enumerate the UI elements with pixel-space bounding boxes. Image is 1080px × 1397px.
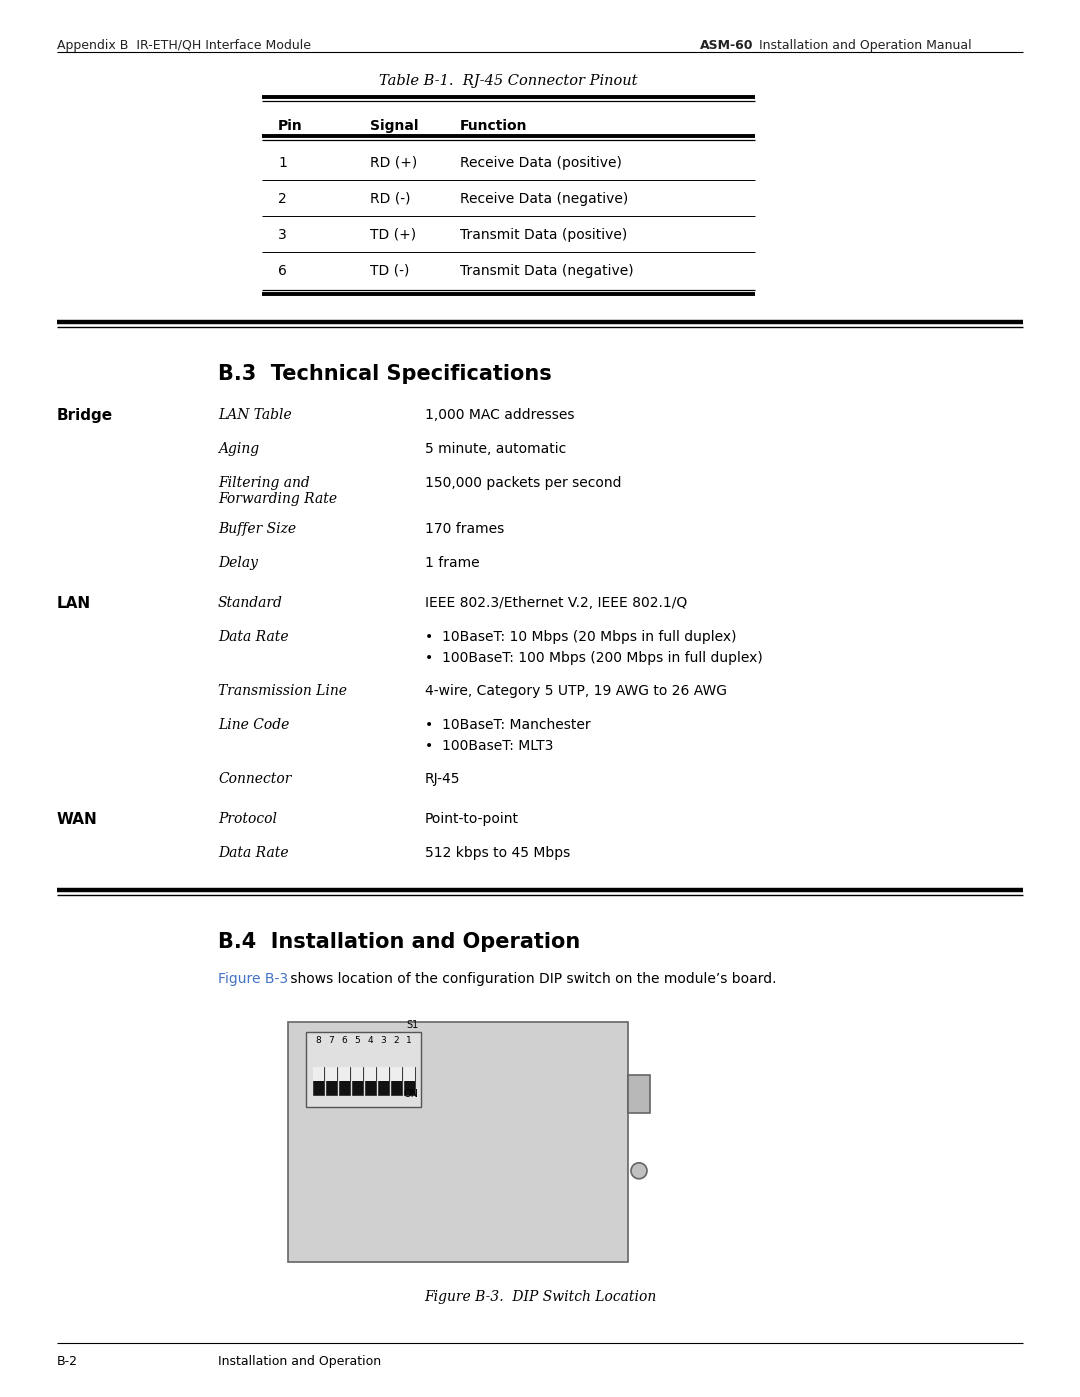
Text: 7: 7 [328, 1037, 334, 1045]
Bar [391, 1067, 402, 1081]
Text: Line Code: Line Code [218, 718, 289, 732]
Bar [306, 1032, 421, 1106]
Bar [365, 1067, 376, 1095]
Text: 6: 6 [341, 1037, 347, 1045]
Text: Appendix B  IR-ETH/QH Interface Module: Appendix B IR-ETH/QH Interface Module [57, 39, 311, 52]
Text: RD (+): RD (+) [370, 156, 417, 170]
Text: Installation and Operation Manual: Installation and Operation Manual [755, 39, 972, 52]
Text: 1: 1 [406, 1037, 411, 1045]
Text: 2: 2 [393, 1037, 399, 1045]
Text: RJ-45: RJ-45 [426, 773, 460, 787]
Text: B.3  Technical Specifications: B.3 Technical Specifications [218, 365, 552, 384]
Text: ASM-60: ASM-60 [700, 39, 754, 52]
Bar [378, 1067, 389, 1081]
Bar [351, 1067, 363, 1081]
Text: Bridge: Bridge [57, 408, 113, 423]
Text: 512 kbps to 45 Mbps: 512 kbps to 45 Mbps [426, 847, 570, 861]
Text: Forwarding Rate: Forwarding Rate [218, 492, 337, 506]
Text: B.4  Installation and Operation: B.4 Installation and Operation [218, 932, 580, 951]
Text: Transmission Line: Transmission Line [218, 685, 347, 698]
Bar [312, 1067, 324, 1095]
Text: Receive Data (negative): Receive Data (negative) [460, 191, 629, 205]
Bar [312, 1067, 324, 1081]
Bar [325, 1067, 337, 1095]
Text: LAN Table: LAN Table [218, 408, 292, 422]
Text: Installation and Operation: Installation and Operation [218, 1355, 381, 1368]
Text: Connector: Connector [218, 773, 292, 787]
Text: Point-to-point: Point-to-point [426, 812, 519, 826]
Text: 1,000 MAC addresses: 1,000 MAC addresses [426, 408, 575, 422]
Text: Pin: Pin [278, 119, 302, 133]
Text: •  100BaseT: 100 Mbps (200 Mbps in full duplex): • 100BaseT: 100 Mbps (200 Mbps in full d… [426, 651, 762, 665]
Text: RD (-): RD (-) [370, 191, 410, 205]
Bar [627, 1076, 650, 1113]
Bar [404, 1067, 415, 1081]
Text: TD (+): TD (+) [370, 228, 416, 242]
Text: 150,000 packets per second: 150,000 packets per second [426, 476, 621, 490]
Text: Buffer Size: Buffer Size [218, 522, 296, 536]
Text: Function: Function [460, 119, 527, 133]
Text: •  10BaseT: 10 Mbps (20 Mbps in full duplex): • 10BaseT: 10 Mbps (20 Mbps in full dupl… [426, 630, 737, 644]
Bar [288, 1023, 627, 1261]
Circle shape [631, 1162, 647, 1179]
Text: 1 frame: 1 frame [426, 556, 480, 570]
Text: 8: 8 [315, 1037, 321, 1045]
Text: Data Rate: Data Rate [218, 847, 288, 861]
Bar [404, 1067, 415, 1095]
Text: 2: 2 [278, 191, 287, 205]
Text: 5: 5 [354, 1037, 360, 1045]
Text: 1: 1 [278, 156, 287, 170]
Bar [351, 1067, 363, 1095]
Text: WAN: WAN [57, 812, 98, 827]
Text: •  10BaseT: Manchester: • 10BaseT: Manchester [426, 718, 591, 732]
Text: Transmit Data (negative): Transmit Data (negative) [460, 264, 634, 278]
Text: Data Rate: Data Rate [218, 630, 288, 644]
Text: TD (-): TD (-) [370, 264, 409, 278]
Text: Aging: Aging [218, 441, 259, 455]
Text: 170 frames: 170 frames [426, 522, 504, 536]
Text: Transmit Data (positive): Transmit Data (positive) [460, 228, 627, 242]
Text: ON: ON [403, 1090, 418, 1099]
Bar [325, 1067, 337, 1081]
Bar [338, 1067, 350, 1081]
Text: 3: 3 [380, 1037, 386, 1045]
Text: B-2: B-2 [57, 1355, 78, 1368]
Text: Protocol: Protocol [218, 812, 276, 826]
Text: Standard: Standard [218, 597, 283, 610]
Text: 3: 3 [278, 228, 287, 242]
Text: 6: 6 [278, 264, 287, 278]
Text: 5 minute, automatic: 5 minute, automatic [426, 441, 566, 455]
Text: IEEE 802.3/Ethernet V.2, IEEE 802.1/Q: IEEE 802.3/Ethernet V.2, IEEE 802.1/Q [426, 597, 687, 610]
Text: Filtering and: Filtering and [218, 476, 310, 490]
Text: Figure B-3: Figure B-3 [218, 972, 288, 986]
Text: LAN: LAN [57, 597, 91, 610]
Text: Figure B-3.  DIP Switch Location: Figure B-3. DIP Switch Location [423, 1289, 657, 1303]
Text: 4: 4 [367, 1037, 373, 1045]
Bar [365, 1067, 376, 1081]
Bar [391, 1067, 402, 1095]
Text: Table B-1.  RJ-45 Connector Pinout: Table B-1. RJ-45 Connector Pinout [379, 74, 637, 88]
Bar [378, 1067, 389, 1095]
Text: •  100BaseT: MLT3: • 100BaseT: MLT3 [426, 739, 553, 753]
Text: shows location of the configuration DIP switch on the module’s board.: shows location of the configuration DIP … [286, 972, 777, 986]
Text: Receive Data (positive): Receive Data (positive) [460, 156, 622, 170]
Text: Delay: Delay [218, 556, 258, 570]
Bar [338, 1067, 350, 1095]
Text: 4-wire, Category 5 UTP, 19 AWG to 26 AWG: 4-wire, Category 5 UTP, 19 AWG to 26 AWG [426, 685, 727, 698]
Text: Signal: Signal [370, 119, 419, 133]
Text: S1: S1 [407, 1020, 419, 1030]
